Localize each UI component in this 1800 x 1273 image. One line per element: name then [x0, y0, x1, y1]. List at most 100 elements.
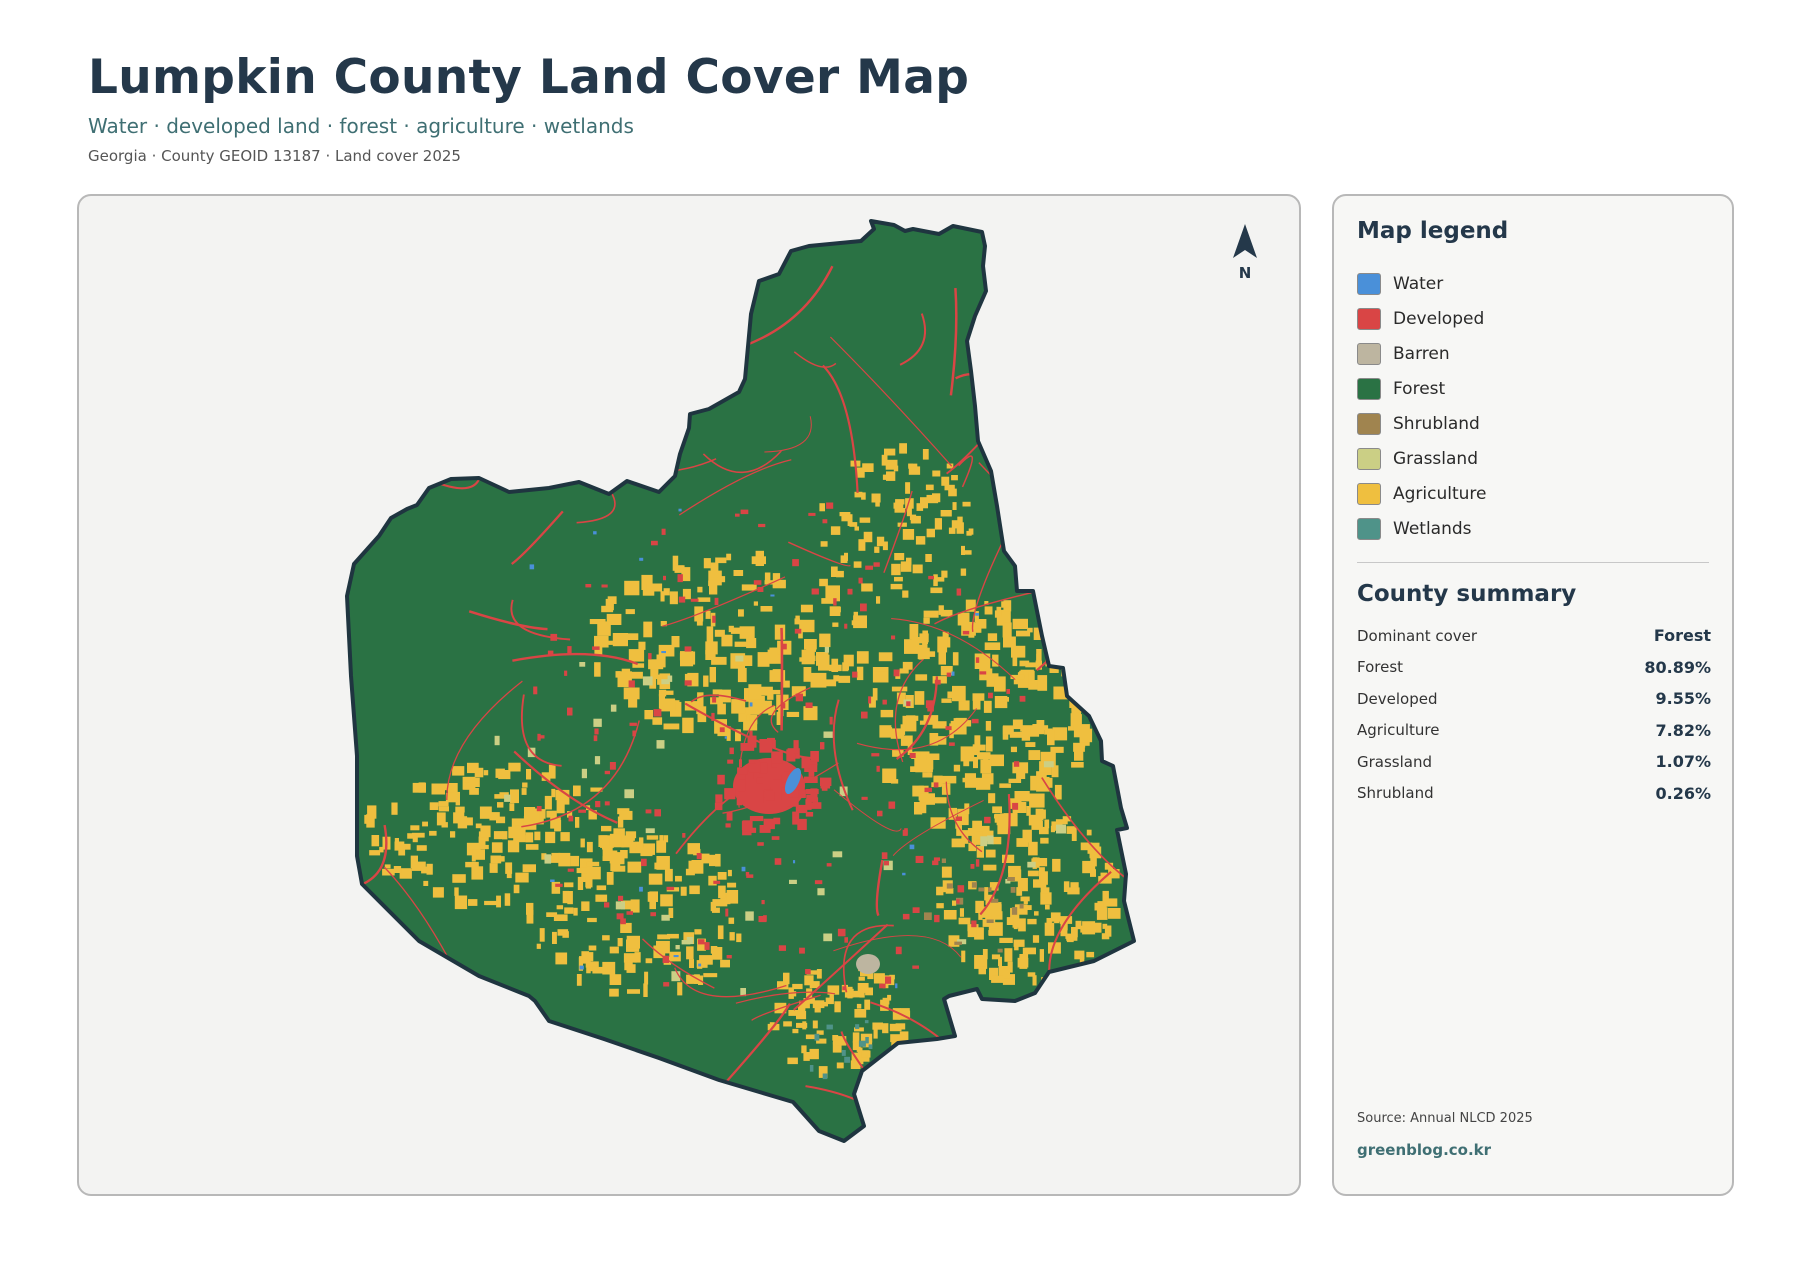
land-patch: [658, 644, 675, 657]
land-patch: [595, 801, 601, 808]
land-patch: [717, 872, 727, 880]
land-patch: [656, 740, 665, 749]
summary-row-dominant: Dominant cover Forest: [1357, 620, 1711, 652]
brand-link[interactable]: greenblog.co.kr: [1357, 1141, 1492, 1159]
land-patch: [660, 698, 676, 712]
land-patch: [545, 831, 556, 844]
land-patch: [968, 842, 977, 852]
land-patch: [1017, 878, 1028, 892]
north-arrow: N: [1220, 224, 1270, 282]
land-patch: [1039, 949, 1044, 962]
land-patch: [897, 522, 907, 527]
land-patch: [819, 578, 828, 587]
land-patch: [834, 1001, 841, 1013]
land-patch: [822, 1073, 828, 1080]
land-patch: [933, 782, 939, 788]
land-patch: [1011, 907, 1018, 915]
land-patch: [818, 1066, 828, 1078]
land-patch: [585, 876, 591, 889]
land-patch: [892, 1008, 901, 1020]
land-patch: [961, 950, 966, 963]
land-patch: [684, 680, 692, 686]
land-patch: [806, 970, 818, 975]
land-patch: [1023, 898, 1028, 904]
land-patch: [863, 531, 873, 543]
land-patch: [525, 832, 534, 843]
land-patch: [687, 843, 700, 855]
map-panel[interactable]: [77, 194, 1301, 1196]
land-patch: [854, 1009, 867, 1018]
land-patch: [624, 580, 640, 596]
land-patch: [829, 716, 833, 725]
land-patch: [474, 767, 484, 778]
land-patch: [971, 718, 979, 724]
land-patch: [576, 867, 589, 874]
land-patch: [852, 1032, 860, 1043]
land-patch: [943, 910, 957, 920]
land-patch: [825, 997, 834, 1005]
land-patch: [463, 782, 470, 790]
land-patch: [945, 726, 952, 731]
land-patch: [554, 820, 562, 832]
land-patch: [557, 929, 569, 936]
land-patch: [650, 912, 656, 917]
land-patch: [973, 757, 978, 769]
land-patch: [926, 494, 939, 504]
grassland-swatch: [1357, 447, 1381, 470]
land-patch: [842, 662, 849, 672]
road-segment: [979, 794, 1011, 916]
land-patch: [1036, 653, 1041, 665]
land-patch: [727, 869, 732, 877]
land-patch: [974, 611, 979, 623]
land-patch: [515, 825, 526, 839]
land-patch: [757, 652, 770, 667]
land-patch: [987, 904, 1002, 915]
land-patch: [860, 971, 870, 977]
land-patch: [1016, 630, 1031, 637]
land-patch: [489, 863, 498, 873]
land-patch: [628, 695, 638, 708]
land-patch: [586, 841, 593, 853]
land-patch: [684, 568, 690, 575]
land-patch: [656, 940, 670, 954]
land-patch: [384, 864, 391, 869]
land-patch: [1010, 887, 1016, 893]
legend-label: Water: [1393, 273, 1444, 294]
legend-label: Agriculture: [1393, 483, 1487, 504]
land-patch: [641, 574, 653, 590]
land-patch: [515, 872, 529, 883]
land-patch: [602, 935, 610, 941]
land-patch: [925, 700, 934, 709]
land-patch: [612, 633, 628, 647]
land-patch: [915, 855, 924, 863]
road-segment: [653, 372, 685, 436]
land-patch: [799, 619, 815, 633]
land-patch: [953, 764, 961, 772]
land-patch: [788, 789, 799, 798]
road-segment: [610, 299, 643, 337]
land-patch: [805, 702, 813, 708]
land-patch: [986, 919, 994, 923]
land-patch: [553, 914, 568, 921]
land-patch: [868, 1044, 873, 1049]
land-patch: [942, 775, 957, 784]
land-patch: [976, 777, 991, 790]
land-patch: [694, 929, 702, 935]
header: Lumpkin County Land Cover Map Water · de…: [88, 46, 969, 166]
land-patch: [643, 621, 653, 638]
land-patch: [624, 789, 634, 799]
land-patch: [758, 916, 767, 923]
land-patch: [1071, 762, 1084, 768]
land-patch: [668, 907, 674, 918]
land-patch: [992, 654, 999, 667]
land-patch: [911, 751, 921, 759]
land-cover-map[interactable]: [79, 196, 1301, 1196]
land-patch: [874, 546, 880, 553]
land-patch: [705, 610, 711, 619]
land-patch: [809, 981, 820, 989]
land-patch: [962, 630, 970, 635]
land-patch: [455, 791, 460, 806]
land-patch: [823, 933, 833, 942]
land-patch: [497, 802, 504, 808]
land-patch: [1077, 714, 1082, 726]
